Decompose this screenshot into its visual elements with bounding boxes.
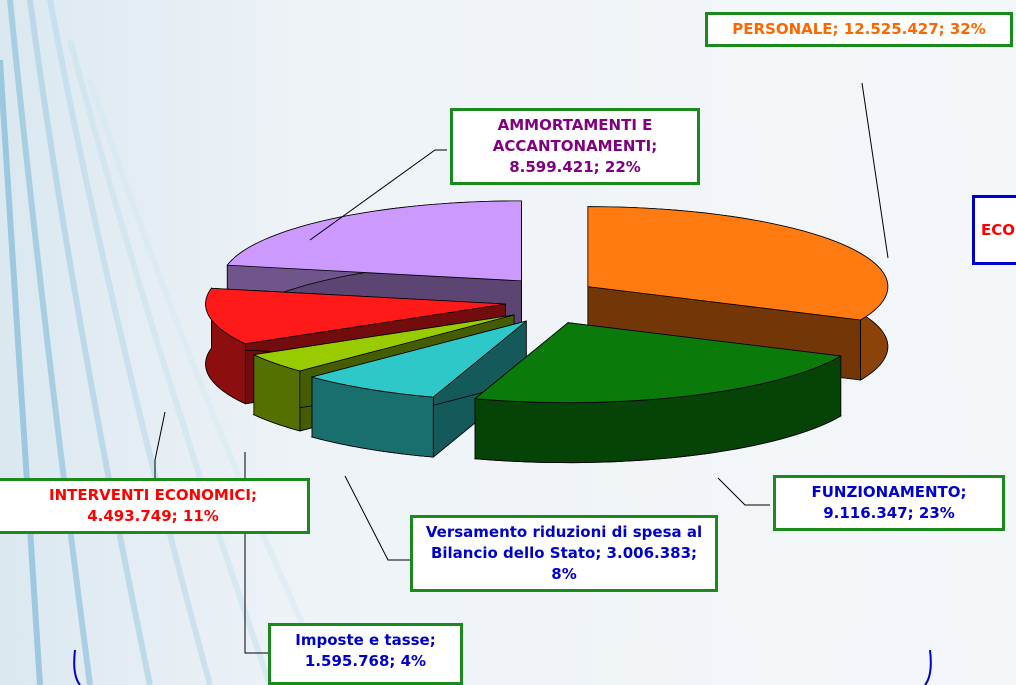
- data-label: Versamento riduzioni di spesa al Bilanci…: [410, 515, 718, 592]
- side-note: ECO: [972, 195, 1016, 265]
- slice-top: [252, 314, 515, 372]
- background-streaks: [0, 0, 333, 685]
- data-label: INTERVENTI ECONOMICI; 4.493.749; 11%: [0, 478, 310, 534]
- bracket: [73, 649, 81, 685]
- slice-top: [205, 287, 506, 345]
- slice-top: [310, 320, 527, 398]
- leader-lines: [154, 82, 889, 654]
- data-label: PERSONALE; 12.525.427; 32%: [705, 12, 1013, 47]
- slice-top: [474, 322, 843, 404]
- data-label: AMMORTAMENTI E ACCANTONAMENTI; 8.599.421…: [450, 108, 700, 185]
- slice-top: [226, 200, 522, 282]
- data-label: Imposte e tasse; 1.595.768; 4%: [268, 623, 463, 685]
- slice-top: [587, 206, 889, 321]
- pie: [205, 200, 889, 464]
- data-label: FUNZIONAMENTO; 9.116.347; 23%: [773, 475, 1005, 531]
- bracket: [924, 649, 932, 685]
